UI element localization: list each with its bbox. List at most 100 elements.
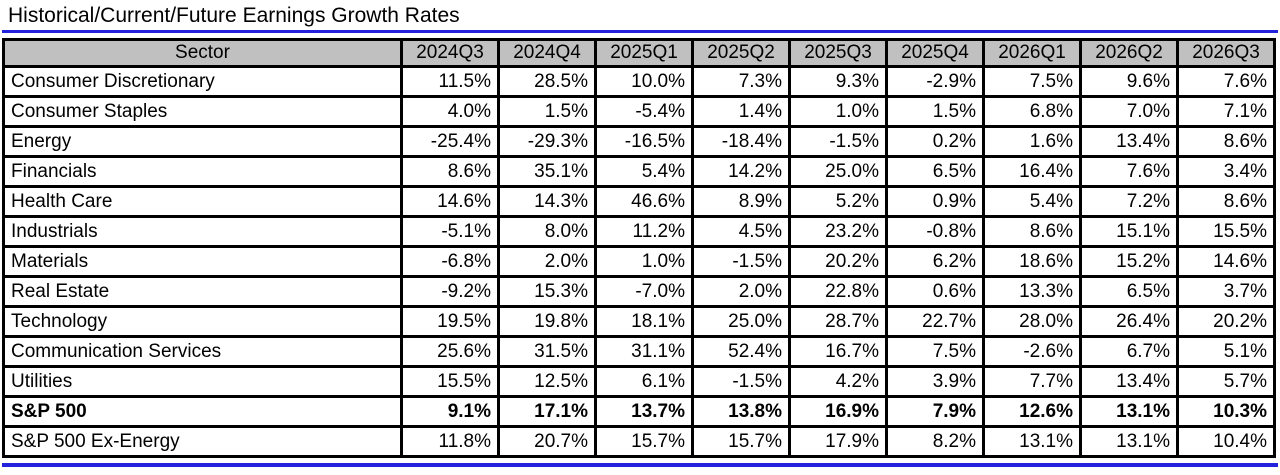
table-row: Communication Services 25.6% 31.5% 31.1% 52.… xyxy=(2,335,1276,368)
value-cell: 28.7% xyxy=(788,305,888,338)
title-underline-rule xyxy=(2,30,1278,33)
table-row: S&P 500 9.1% 17.1% 13.7% 13.8% 16.9% 7.9% 12.6%… xyxy=(2,395,1276,428)
table-row: Real Estate -9.2% 15.3% -7.0% 2.0% 22.8% 0.6% 1… xyxy=(2,275,1276,308)
value-cell: 6.8% xyxy=(982,95,1082,128)
quarter-column-header: 2025Q1 xyxy=(594,38,694,68)
value-cell: 0.9% xyxy=(885,185,985,218)
value-cell: 8.6% xyxy=(982,215,1082,248)
value-cell: 5.4% xyxy=(594,155,694,188)
value-cell: 10.4% xyxy=(1176,425,1276,458)
value-cell: 16.4% xyxy=(982,155,1082,188)
value-cell: 6.1% xyxy=(594,365,694,398)
table-row: Consumer Discretionary 11.5% 28.5% 10.0% 7.3… xyxy=(2,65,1276,98)
value-cell: -2.6% xyxy=(982,335,1082,368)
value-cell: 1.0% xyxy=(594,245,694,278)
value-cell: 7.6% xyxy=(1176,65,1276,98)
value-cell: -25.4% xyxy=(400,125,500,158)
value-cell: 15.7% xyxy=(691,425,791,458)
table-row: Technology 19.5% 19.8% 18.1% 25.0% 28.7% 22.7%… xyxy=(2,305,1276,338)
table-body: Consumer Discretionary 11.5% 28.5% 10.0% 7.3… xyxy=(2,65,1276,458)
value-cell: 20.7% xyxy=(497,425,597,458)
value-cell: 13.4% xyxy=(1079,125,1179,158)
value-cell: 11.5% xyxy=(400,65,500,98)
value-cell: 18.1% xyxy=(594,305,694,338)
value-cell: 1.5% xyxy=(885,95,985,128)
value-cell: 10.0% xyxy=(594,65,694,98)
sector-cell: Consumer Discretionary xyxy=(2,65,403,98)
value-cell: 7.9% xyxy=(885,395,985,428)
value-cell: 25.0% xyxy=(691,305,791,338)
quarter-column-header: 2025Q3 xyxy=(788,38,888,68)
value-cell: 5.4% xyxy=(982,185,1082,218)
value-cell: 26.4% xyxy=(1079,305,1179,338)
value-cell: -1.5% xyxy=(691,365,791,398)
value-cell: 20.2% xyxy=(1176,305,1276,338)
value-cell: 7.1% xyxy=(1176,95,1276,128)
value-cell: 16.9% xyxy=(788,395,888,428)
value-cell: 19.8% xyxy=(497,305,597,338)
value-cell: 1.0% xyxy=(788,95,888,128)
value-cell: 8.0% xyxy=(497,215,597,248)
value-cell: 9.6% xyxy=(1079,65,1179,98)
value-cell: 13.1% xyxy=(1079,395,1179,428)
value-cell: 1.5% xyxy=(497,95,597,128)
value-cell: 23.2% xyxy=(788,215,888,248)
sector-cell: Industrials xyxy=(2,215,403,248)
header-row: Sector 2024Q3 2024Q4 2025Q1 2025Q2 2025Q3 2025… xyxy=(2,38,1276,68)
value-cell: 4.2% xyxy=(788,365,888,398)
page-title: Historical/Current/Future Earnings Growt… xyxy=(8,4,460,27)
value-cell: 6.7% xyxy=(1079,335,1179,368)
value-cell: 7.7% xyxy=(982,365,1082,398)
table-bottom-rule xyxy=(2,463,1278,467)
value-cell: 15.5% xyxy=(1176,215,1276,248)
value-cell: 9.3% xyxy=(788,65,888,98)
sector-cell: Health Care xyxy=(2,185,403,218)
sector-cell: Energy xyxy=(2,125,403,158)
value-cell: 15.1% xyxy=(1079,215,1179,248)
value-cell: 25.6% xyxy=(400,335,500,368)
value-cell: 7.5% xyxy=(885,335,985,368)
value-cell: 35.1% xyxy=(497,155,597,188)
sector-cell: S&P 500 Ex-Energy xyxy=(2,425,403,458)
value-cell: 14.6% xyxy=(1176,245,1276,278)
value-cell: 3.4% xyxy=(1176,155,1276,188)
value-cell: 0.2% xyxy=(885,125,985,158)
value-cell: 4.0% xyxy=(400,95,500,128)
value-cell: 6.2% xyxy=(885,245,985,278)
value-cell: -6.8% xyxy=(400,245,500,278)
value-cell: 12.5% xyxy=(497,365,597,398)
quarter-column-header: 2024Q3 xyxy=(400,38,500,68)
value-cell: 13.7% xyxy=(594,395,694,428)
value-cell: -9.2% xyxy=(400,275,500,308)
value-cell: 46.6% xyxy=(594,185,694,218)
value-cell: -2.9% xyxy=(885,65,985,98)
value-cell: 9.1% xyxy=(400,395,500,428)
value-cell: -5.1% xyxy=(400,215,500,248)
value-cell: 13.3% xyxy=(982,275,1082,308)
table-row: Energy -25.4% -29.3% -16.5% -18.4% -1.5% 0.2% 1… xyxy=(2,125,1276,158)
value-cell: 6.5% xyxy=(1079,275,1179,308)
earnings-growth-table: Sector 2024Q3 2024Q4 2025Q1 2025Q2 2025Q3 2025… xyxy=(2,38,1276,458)
value-cell: 3.9% xyxy=(885,365,985,398)
table-row: Health Care 14.6% 14.3% 46.6% 8.9% 5.2% 0.9% 5.… xyxy=(2,185,1276,218)
value-cell: 5.2% xyxy=(788,185,888,218)
value-cell: 2.0% xyxy=(497,245,597,278)
value-cell: 1.4% xyxy=(691,95,791,128)
value-cell: -5.4% xyxy=(594,95,694,128)
sector-cell: Materials xyxy=(2,245,403,278)
value-cell: 8.6% xyxy=(400,155,500,188)
quarter-column-header: 2026Q1 xyxy=(982,38,1082,68)
value-cell: 15.2% xyxy=(1079,245,1179,278)
table-row: S&P 500 Ex-Energy 11.8% 20.7% 15.7% 15.7% 17.… xyxy=(2,425,1276,458)
table-row: Consumer Staples 4.0% 1.5% -5.4% 1.4% 1.0% 1.5… xyxy=(2,95,1276,128)
value-cell: 22.8% xyxy=(788,275,888,308)
value-cell: 0.6% xyxy=(885,275,985,308)
value-cell: 7.5% xyxy=(982,65,1082,98)
sector-cell: Financials xyxy=(2,155,403,188)
sector-cell: Utilities xyxy=(2,365,403,398)
quarter-column-header: 2026Q2 xyxy=(1079,38,1179,68)
value-cell: 8.6% xyxy=(1176,125,1276,158)
value-cell: -18.4% xyxy=(691,125,791,158)
quarter-column-header: 2025Q2 xyxy=(691,38,791,68)
value-cell: 8.2% xyxy=(885,425,985,458)
